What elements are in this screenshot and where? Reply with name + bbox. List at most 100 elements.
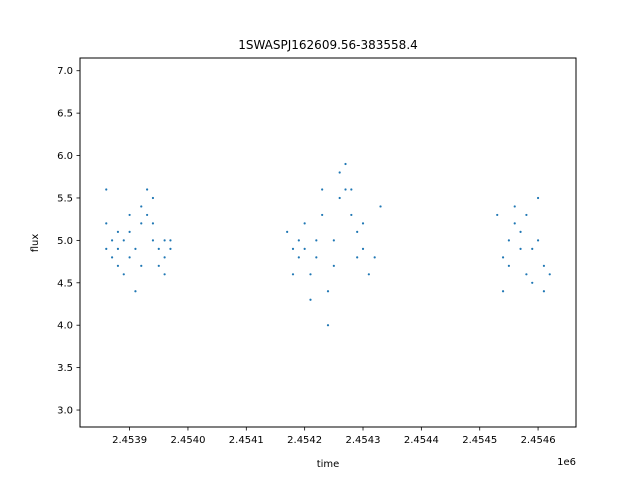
data-point-s1-8: [309, 298, 312, 301]
data-point-s2-6: [513, 222, 516, 225]
data-point-s1-19: [344, 162, 347, 166]
data-point-s1-0: [286, 230, 289, 233]
x-tick-label: 2.4539: [112, 435, 147, 446]
data-point-s2-2: [501, 290, 505, 293]
data-point-s0-29: [169, 239, 172, 242]
data-point-s1-5: [303, 222, 306, 225]
data-point-s0-6: [116, 264, 120, 267]
data-point-s1-15: [332, 264, 335, 267]
y-axis-ticks: 3.0 3.5 4.0 4.5 5.0 5.5 6.0 6.5 7.0: [57, 66, 80, 417]
x-tick-label: 2.4543: [346, 435, 381, 446]
data-point-s1-25: [361, 222, 365, 225]
data-point-s1-4: [297, 256, 300, 259]
data-point-s0-28: [169, 247, 172, 250]
y-tick-label: 5.5: [57, 193, 73, 204]
data-point-s0-18: [146, 188, 149, 191]
x-tick-label: 2.4540: [170, 435, 205, 446]
data-point-s2-17: [548, 273, 551, 276]
y-tick-label: 6.0: [57, 151, 73, 162]
data-point-s2-8: [519, 230, 522, 233]
y-tick-label: 5.0: [57, 236, 73, 247]
data-point-s2-11: [531, 247, 534, 250]
data-point-s0-19: [146, 213, 149, 217]
data-point-s2-15: [542, 264, 546, 267]
x-axis-ticks: 2.4539 2.4540 2.4541 2.4542 2.4543 2.4544 2.45…: [112, 427, 556, 446]
data-point-s2-12: [531, 281, 534, 284]
data-point-s1-26: [361, 247, 365, 250]
data-point-s0-16: [140, 205, 143, 208]
data-point-s1-18: [338, 196, 341, 200]
y-tick-label: 7.0: [57, 66, 73, 77]
data-point-s2-14: [536, 239, 540, 242]
data-point-s1-29: [379, 205, 382, 208]
data-point-s1-21: [350, 213, 353, 217]
x-tick-label: 2.4545: [462, 435, 497, 446]
data-point-s2-16: [542, 290, 546, 293]
data-point-s0-21: [151, 222, 155, 225]
data-point-s1-11: [321, 188, 324, 191]
data-point-s0-12: [128, 256, 131, 259]
data-point-s2-5: [513, 205, 516, 208]
data-point-s1-9: [315, 256, 318, 259]
data-point-s0-1: [105, 222, 108, 225]
data-point-s0-0: [105, 188, 108, 191]
data-point-s1-27: [367, 273, 370, 276]
data-point-s0-13: [134, 247, 137, 250]
data-point-s0-23: [157, 247, 160, 250]
x-axis-offset-label: 1e6: [557, 457, 576, 468]
scatter-points: [105, 162, 551, 327]
plot-frame: [79, 57, 577, 428]
x-axis-label: time: [317, 459, 340, 470]
x-tick-label: 2.4542: [287, 435, 322, 446]
data-point-s1-1: [291, 247, 295, 250]
data-point-s1-22: [350, 188, 353, 191]
data-point-s0-24: [157, 264, 160, 267]
data-point-s1-3: [297, 239, 300, 242]
data-point-s0-22: [151, 239, 155, 242]
data-point-s1-10: [315, 239, 318, 242]
data-point-s2-0: [496, 213, 499, 217]
data-point-s0-2: [105, 247, 108, 250]
data-point-s0-8: [122, 239, 125, 242]
data-point-s0-25: [163, 239, 166, 242]
data-point-s1-20: [344, 188, 347, 191]
data-point-s2-1: [501, 256, 505, 259]
data-point-s1-28: [373, 256, 376, 259]
data-point-s0-26: [163, 256, 166, 259]
y-tick-label: 6.5: [57, 109, 73, 120]
data-point-s0-4: [110, 256, 114, 259]
data-point-s2-10: [525, 213, 528, 217]
data-point-s0-14: [134, 290, 137, 293]
data-point-s1-14: [326, 324, 330, 327]
data-point-s2-4: [507, 264, 510, 267]
data-point-s0-27: [163, 273, 166, 276]
data-point-s2-7: [519, 247, 522, 250]
data-point-s0-5: [116, 247, 120, 250]
y-axis-label: flux: [30, 234, 41, 253]
data-point-s1-24: [356, 256, 359, 259]
y-tick-label: 3.5: [57, 363, 73, 374]
data-point-s1-23: [356, 230, 359, 233]
data-point-s1-12: [321, 213, 324, 217]
data-point-s1-6: [303, 247, 306, 250]
chart-title: 1SWASPJ162609.56-383558.4: [238, 38, 418, 52]
data-point-s1-2: [291, 273, 295, 276]
data-point-s1-7: [309, 273, 312, 276]
y-tick-label: 4.5: [57, 278, 73, 289]
data-point-s0-3: [110, 239, 114, 242]
x-tick-label: 2.4541: [229, 435, 264, 446]
data-point-s2-9: [525, 273, 528, 276]
data-point-s0-11: [128, 213, 131, 217]
data-point-s0-15: [140, 264, 143, 267]
data-point-s0-9: [122, 273, 125, 276]
data-point-s1-13: [326, 290, 330, 293]
data-point-s0-17: [140, 222, 143, 225]
x-tick-label: 2.4544: [404, 435, 439, 446]
data-point-s2-3: [507, 239, 510, 242]
data-point-s2-13: [536, 196, 540, 200]
x-tick-label: 2.4546: [521, 435, 556, 446]
y-tick-label: 3.0: [57, 406, 73, 417]
data-point-s0-20: [151, 196, 155, 200]
